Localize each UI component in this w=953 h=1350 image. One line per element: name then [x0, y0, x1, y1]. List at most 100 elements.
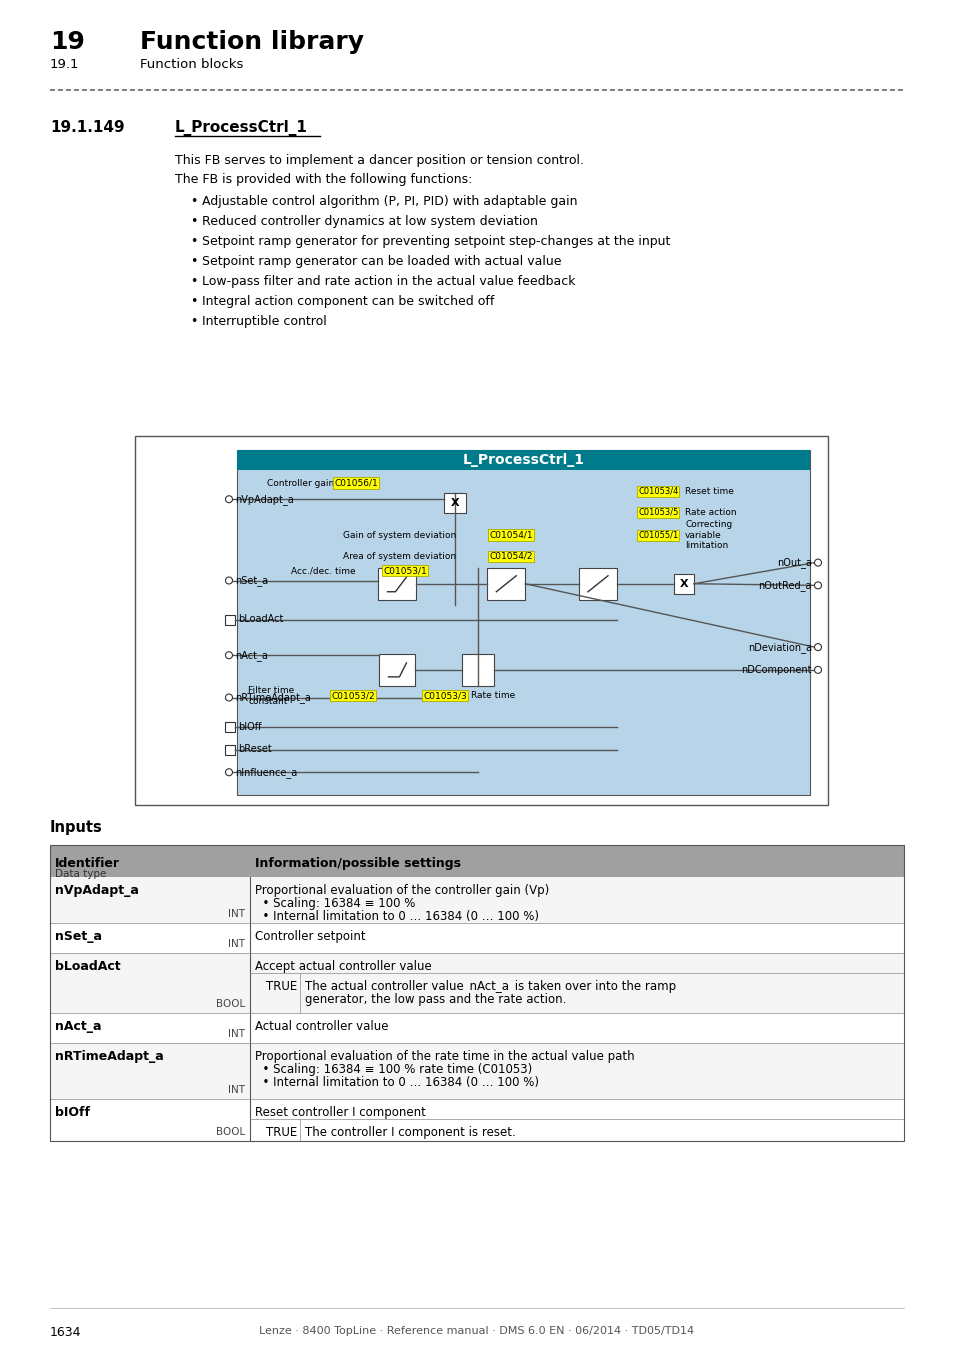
Text: Inputs: Inputs: [50, 819, 103, 836]
Text: 19.1: 19.1: [50, 58, 79, 72]
Text: Rate time: Rate time: [471, 691, 515, 701]
Text: •: •: [190, 194, 197, 208]
Text: Reset controller I component: Reset controller I component: [254, 1106, 425, 1119]
Text: C01056/1: C01056/1: [335, 478, 377, 487]
Text: Acc./dec. time: Acc./dec. time: [291, 566, 355, 575]
Text: Setpoint ramp generator can be loaded with actual value: Setpoint ramp generator can be loaded wi…: [202, 255, 561, 269]
Bar: [379, 653, 415, 686]
Text: •: •: [190, 315, 197, 328]
Text: 19: 19: [50, 30, 85, 54]
Bar: [50, 1012, 903, 1044]
Text: bIOff: bIOff: [237, 722, 261, 732]
Circle shape: [225, 495, 233, 502]
Text: The FB is provided with the following functions:: The FB is provided with the following fu…: [174, 173, 472, 186]
Text: •: •: [190, 275, 197, 288]
Text: C01053/1: C01053/1: [383, 566, 426, 575]
Text: Interruptible control: Interruptible control: [202, 315, 327, 328]
Text: nVpAdapt_a: nVpAdapt_a: [55, 884, 139, 896]
Text: nVpAdapt_a: nVpAdapt_a: [234, 494, 294, 505]
Text: Filter time
constant: Filter time constant: [248, 686, 294, 706]
Text: L_ProcessCtrl_1: L_ProcessCtrl_1: [174, 120, 308, 136]
Text: Proportional evaluation of the rate time in the actual value path: Proportional evaluation of the rate time…: [254, 1050, 634, 1062]
Text: Adjustable control algorithm (P, PI, PID) with adaptable gain: Adjustable control algorithm (P, PI, PID…: [202, 194, 577, 208]
Text: Controller gain: Controller gain: [267, 478, 335, 487]
Text: BOOL: BOOL: [215, 999, 245, 1008]
Text: Integral action component can be switched off: Integral action component can be switche…: [202, 296, 494, 308]
Text: Actual controller value: Actual controller value: [254, 1021, 388, 1033]
Bar: [673, 574, 693, 594]
Text: nOut_a: nOut_a: [777, 558, 811, 568]
Text: TRUE: TRUE: [266, 1126, 296, 1139]
Text: nOutRed_a: nOutRed_a: [758, 580, 811, 591]
Text: Correcting
variable
limitation: Correcting variable limitation: [684, 520, 732, 549]
Text: This FB serves to implement a dancer position or tension control.: This FB serves to implement a dancer pos…: [174, 154, 583, 167]
Text: Proportional evaluation of the controller gain (Vp): Proportional evaluation of the controlle…: [254, 884, 549, 896]
Text: nInfluence_a: nInfluence_a: [234, 767, 297, 778]
Text: X: X: [679, 579, 687, 589]
Text: C01054/1: C01054/1: [489, 531, 532, 540]
Text: C01055/1: C01055/1: [638, 531, 678, 540]
Bar: [487, 568, 525, 599]
Text: Low-pass filter and rate action in the actual value feedback: Low-pass filter and rate action in the a…: [202, 275, 575, 288]
Bar: [50, 845, 903, 1141]
Circle shape: [225, 694, 233, 701]
Circle shape: [814, 582, 821, 589]
Text: C01054/2: C01054/2: [489, 552, 532, 560]
Bar: [236, 450, 809, 795]
Bar: [50, 845, 903, 878]
Bar: [50, 878, 903, 923]
Text: C01053/4: C01053/4: [638, 486, 678, 495]
Text: •: •: [190, 235, 197, 248]
Text: Controller setpoint: Controller setpoint: [254, 930, 365, 944]
Text: C01053/5: C01053/5: [638, 508, 678, 517]
Text: bLoadAct: bLoadAct: [55, 960, 120, 973]
Text: nDeviation_a: nDeviation_a: [747, 641, 811, 652]
Text: TRUE: TRUE: [266, 980, 296, 994]
Text: 1634: 1634: [50, 1326, 81, 1339]
Bar: [135, 436, 827, 805]
Text: L_ProcessCtrl_1: L_ProcessCtrl_1: [462, 454, 584, 467]
Text: nAct_a: nAct_a: [55, 1021, 101, 1033]
Bar: [50, 1044, 903, 1099]
Text: INT: INT: [228, 909, 245, 919]
Bar: [50, 953, 903, 1012]
Text: nAct_a: nAct_a: [234, 649, 268, 660]
Circle shape: [814, 667, 821, 674]
Text: nSet_a: nSet_a: [234, 575, 268, 586]
Text: nSet_a: nSet_a: [55, 930, 102, 944]
Text: Function library: Function library: [140, 30, 364, 54]
Text: Gain of system deviation: Gain of system deviation: [343, 531, 456, 540]
Text: •: •: [190, 215, 197, 228]
Text: INT: INT: [228, 1085, 245, 1095]
Text: Data type: Data type: [55, 869, 107, 879]
Text: INT: INT: [228, 1029, 245, 1040]
Text: nRTimeAdapt_a: nRTimeAdapt_a: [234, 693, 311, 703]
Text: 19.1.149: 19.1.149: [50, 120, 125, 135]
Text: nRTimeAdapt_a: nRTimeAdapt_a: [55, 1050, 164, 1062]
Text: Reduced controller dynamics at low system deviation: Reduced controller dynamics at low syste…: [202, 215, 537, 228]
Text: INT: INT: [228, 940, 245, 949]
Text: • Scaling: 16384 ≡ 100 % rate time (C01053): • Scaling: 16384 ≡ 100 % rate time (C010…: [254, 1062, 532, 1076]
Circle shape: [225, 768, 233, 776]
Bar: [225, 614, 234, 625]
Text: bIOff: bIOff: [55, 1106, 90, 1119]
Text: •: •: [190, 255, 197, 269]
Bar: [225, 744, 234, 755]
Text: The controller I component is reset.: The controller I component is reset.: [305, 1126, 516, 1139]
Text: Information/possible settings: Information/possible settings: [254, 857, 460, 869]
Circle shape: [225, 576, 233, 585]
Text: nDComponent: nDComponent: [740, 666, 811, 675]
Bar: [236, 450, 809, 470]
Text: X: X: [450, 498, 458, 508]
Circle shape: [225, 652, 233, 659]
Bar: [461, 653, 493, 686]
Text: C01053/2: C01053/2: [332, 691, 375, 701]
Text: • Internal limitation to 0 … 16384 (0 … 100 %): • Internal limitation to 0 … 16384 (0 … …: [254, 910, 538, 923]
Bar: [378, 568, 416, 599]
Text: • Scaling: 16384 ≡ 100 %: • Scaling: 16384 ≡ 100 %: [254, 896, 415, 910]
Text: The actual controller value  nAct_a  is taken over into the ramp: The actual controller value nAct_a is ta…: [305, 980, 676, 994]
Text: generator, the low pass and the rate action.: generator, the low pass and the rate act…: [305, 994, 566, 1006]
Bar: [50, 923, 903, 953]
Circle shape: [814, 559, 821, 566]
Text: •: •: [190, 296, 197, 308]
